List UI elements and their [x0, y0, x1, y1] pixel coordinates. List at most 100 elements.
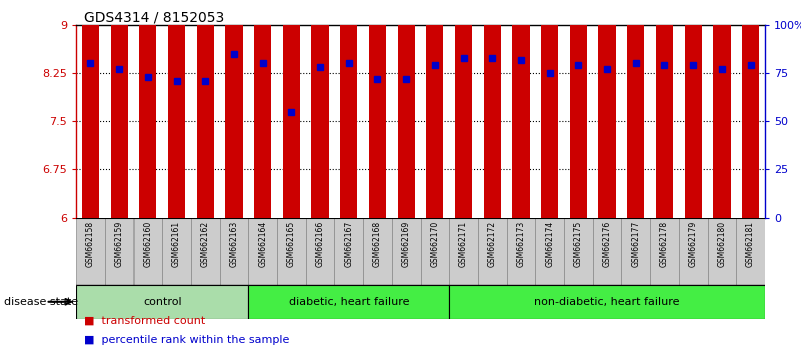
Bar [421, 218, 449, 285]
Bar [455, 0, 472, 218]
Bar [426, 102, 444, 354]
Bar [593, 218, 622, 285]
Text: GSM662177: GSM662177 [631, 221, 640, 267]
Text: GSM662162: GSM662162 [201, 221, 210, 267]
Text: GSM662160: GSM662160 [143, 221, 152, 267]
Bar [111, 123, 127, 354]
Bar [513, 78, 529, 354]
Bar [455, 75, 472, 354]
Bar [168, 0, 185, 218]
Bar [397, 0, 415, 218]
Bar [535, 218, 564, 285]
Bar [334, 218, 363, 285]
Bar [225, 70, 243, 354]
Bar [397, 176, 415, 354]
Bar [685, 81, 702, 354]
Bar [139, 161, 156, 354]
Bar [306, 218, 334, 285]
Bar [392, 218, 421, 285]
Bar [368, 0, 386, 218]
Bar [622, 218, 650, 285]
Bar [484, 0, 501, 218]
Bar [678, 218, 707, 285]
Bar [248, 285, 449, 319]
Text: GSM662176: GSM662176 [602, 221, 612, 267]
Bar [76, 218, 105, 285]
Text: GSM662181: GSM662181 [746, 221, 755, 267]
Bar [506, 218, 535, 285]
Text: GSM662175: GSM662175 [574, 221, 583, 267]
Text: GSM662178: GSM662178 [660, 221, 669, 267]
Bar [168, 165, 185, 354]
Bar [196, 165, 214, 354]
Text: GSM662165: GSM662165 [287, 221, 296, 267]
Bar [111, 0, 127, 218]
Bar [312, 102, 328, 354]
Bar [742, 102, 759, 354]
Bar [219, 218, 248, 285]
Bar [340, 112, 357, 354]
Bar [254, 0, 272, 218]
Text: non-diabetic, heart failure: non-diabetic, heart failure [534, 297, 680, 307]
Text: disease state: disease state [4, 297, 78, 307]
Text: GSM662169: GSM662169 [401, 221, 411, 267]
Text: GSM662158: GSM662158 [86, 221, 95, 267]
Bar [248, 218, 277, 285]
Bar [707, 218, 736, 285]
Text: GSM662173: GSM662173 [517, 221, 525, 267]
Bar [363, 218, 392, 285]
Text: GSM662170: GSM662170 [430, 221, 440, 267]
Text: GSM662174: GSM662174 [545, 221, 554, 267]
Bar [627, 81, 644, 354]
Bar [283, 210, 300, 354]
Text: GSM662171: GSM662171 [459, 221, 468, 267]
Bar [541, 125, 558, 354]
Bar [312, 0, 328, 218]
Bar [283, 0, 300, 218]
Bar [513, 0, 529, 218]
Bar [449, 285, 765, 319]
Text: GDS4314 / 8152053: GDS4314 / 8152053 [84, 11, 224, 25]
Text: control: control [143, 297, 182, 307]
Bar [82, 116, 99, 354]
Bar [134, 218, 162, 285]
Bar [105, 218, 134, 285]
Bar [191, 218, 219, 285]
Bar [340, 0, 357, 218]
Bar [650, 218, 678, 285]
Text: GSM662161: GSM662161 [172, 221, 181, 267]
Bar [76, 285, 248, 319]
Bar [656, 0, 673, 218]
Text: GSM662172: GSM662172 [488, 221, 497, 267]
Text: GSM662180: GSM662180 [718, 221, 727, 267]
Bar [598, 121, 616, 354]
Bar [656, 103, 673, 354]
Bar [685, 0, 702, 218]
Bar [742, 0, 759, 218]
Bar [713, 122, 731, 354]
Bar [570, 0, 587, 218]
Text: GSM662159: GSM662159 [115, 221, 123, 267]
Text: GSM662163: GSM662163 [229, 221, 239, 267]
Text: GSM662168: GSM662168 [373, 221, 382, 267]
Bar [598, 0, 616, 218]
Bar [627, 0, 644, 218]
Bar [541, 0, 558, 218]
Bar [277, 218, 306, 285]
Bar [139, 0, 156, 218]
Bar [564, 218, 593, 285]
Bar [254, 81, 272, 354]
Bar [196, 0, 214, 218]
Text: ■  transformed count: ■ transformed count [84, 315, 205, 325]
Text: GSM662179: GSM662179 [689, 221, 698, 267]
Bar [162, 218, 191, 285]
Bar [225, 0, 243, 218]
Bar [478, 218, 506, 285]
Bar [570, 81, 587, 354]
Text: diabetic, heart failure: diabetic, heart failure [288, 297, 409, 307]
Text: ■  percentile rank within the sample: ■ percentile rank within the sample [84, 335, 289, 345]
Bar [82, 0, 99, 218]
Bar [426, 0, 444, 218]
Bar [484, 75, 501, 354]
Bar [736, 218, 765, 285]
